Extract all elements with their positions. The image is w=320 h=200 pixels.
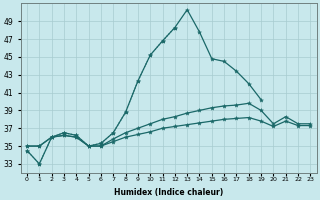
X-axis label: Humidex (Indice chaleur): Humidex (Indice chaleur) <box>114 188 223 197</box>
